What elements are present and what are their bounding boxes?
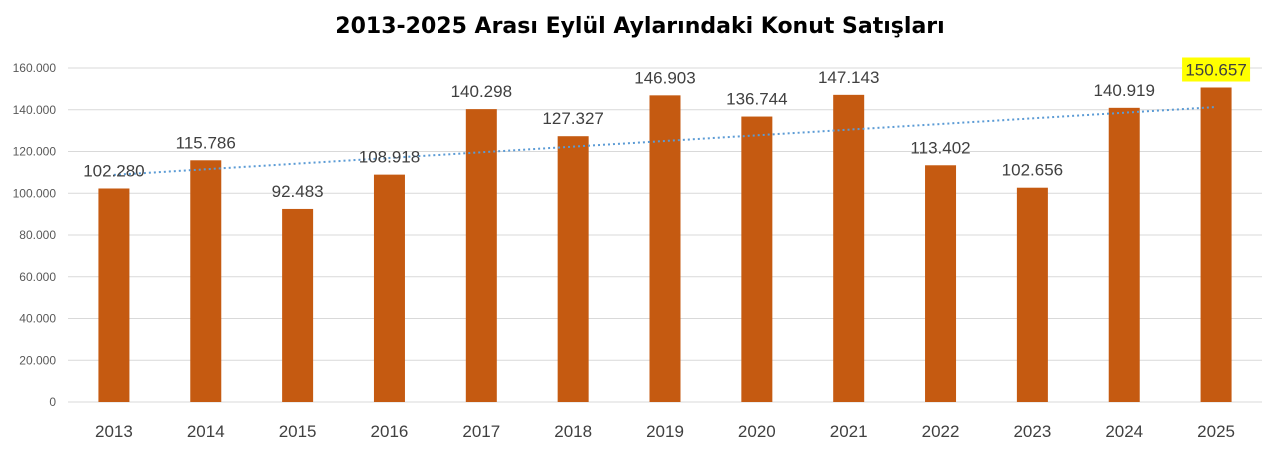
x-tick-label: 2021: [830, 422, 868, 441]
bar: [649, 95, 681, 402]
x-tick-label: 2014: [187, 422, 225, 441]
data-label: 115.786: [176, 133, 236, 152]
trendline: [113, 106, 1217, 176]
x-tick-label: 2019: [646, 422, 684, 441]
bar: [557, 136, 589, 402]
data-label: 92.483: [272, 182, 324, 201]
x-tick-label: 2017: [462, 422, 500, 441]
bar: [741, 116, 773, 402]
chart-title: 2013-2025 Arası Eylül Aylarındaki Konut …: [335, 14, 945, 39]
y-tick-label: 100.000: [13, 186, 57, 200]
bar: [190, 160, 222, 402]
y-tick-label: 160.000: [13, 61, 57, 75]
x-tick-label: 2013: [95, 422, 133, 441]
y-tick-label: 120.000: [13, 145, 57, 159]
y-tick-label: 20.000: [19, 353, 56, 367]
bar: [925, 165, 957, 402]
x-tick-label: 2018: [554, 422, 592, 441]
data-label: 140.298: [451, 82, 512, 101]
data-label: 108.918: [359, 148, 420, 167]
data-label: 127.327: [542, 109, 603, 128]
bar: [833, 94, 865, 402]
bar: [373, 174, 405, 402]
bar: [282, 208, 314, 402]
y-tick-label: 60.000: [19, 270, 56, 284]
x-tick-label: 2023: [1013, 422, 1051, 441]
y-tick-label: 80.000: [19, 228, 56, 242]
x-tick-label: 2015: [279, 422, 317, 441]
y-tick-label: 40.000: [19, 312, 56, 326]
x-tick-label: 2025: [1197, 422, 1235, 441]
data-label: 136.744: [726, 90, 787, 109]
bar: [1108, 107, 1140, 402]
x-tick-label: 2024: [1105, 422, 1143, 441]
x-tick-label: 2020: [738, 422, 776, 441]
y-tick-label: 0: [49, 395, 56, 409]
data-label: 146.903: [634, 68, 695, 87]
data-label: 140.919: [1094, 81, 1155, 100]
data-label: 150.657: [1185, 61, 1246, 80]
data-label: 102.280: [83, 161, 144, 180]
bar: [1016, 187, 1048, 402]
x-tick-label: 2016: [371, 422, 409, 441]
data-label: 102.656: [1002, 161, 1063, 180]
bar: [98, 188, 130, 402]
bar: [1200, 87, 1232, 402]
data-label: 113.402: [910, 138, 970, 157]
x-tick-label: 2022: [922, 422, 960, 441]
data-label-highlight: [1182, 57, 1251, 82]
y-tick-label: 140.000: [13, 103, 57, 117]
bar: [465, 109, 497, 402]
data-label: 147.143: [818, 68, 879, 87]
